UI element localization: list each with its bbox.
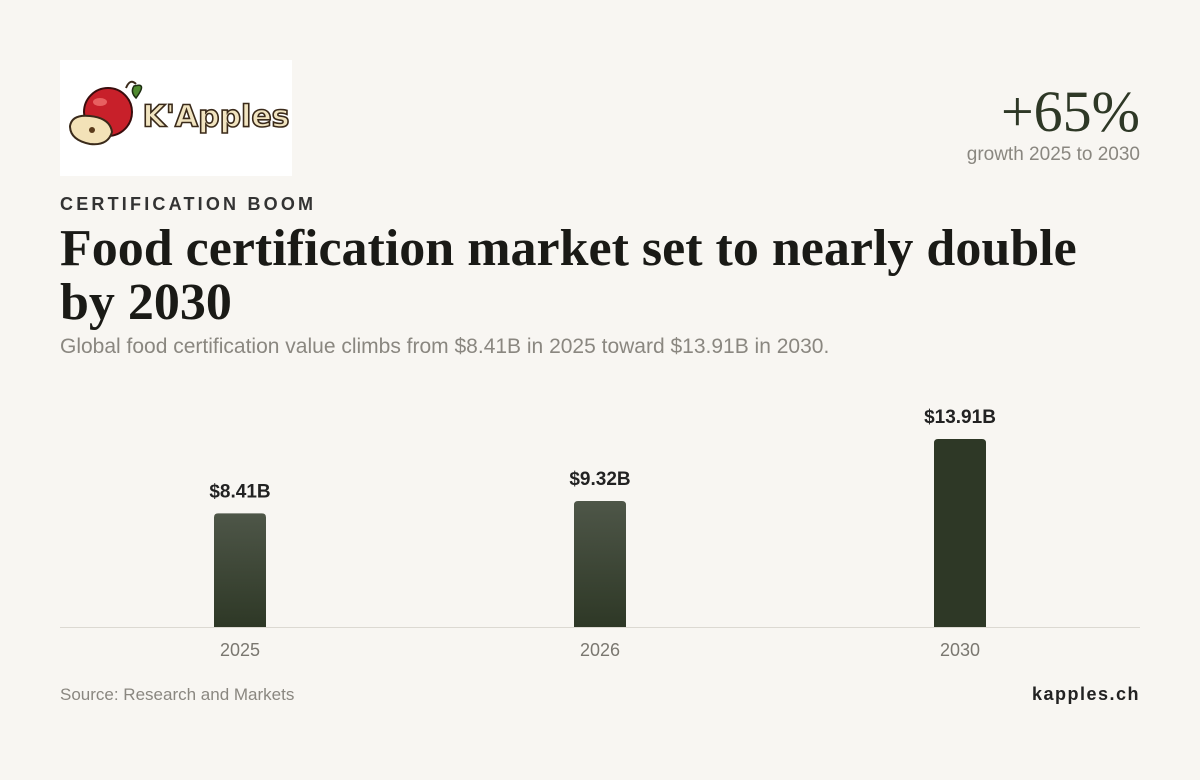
stat-value: +65% — [1000, 79, 1140, 144]
value-label: $9.32B — [569, 469, 630, 490]
x-tick-label: 2025 — [220, 640, 260, 660]
stat-label: growth 2025 to 2030 — [966, 144, 1140, 165]
logo-text: K'Apples — [142, 100, 289, 135]
bar — [214, 513, 266, 627]
value-label: $8.41B — [209, 481, 270, 502]
logo-graphic: K'Apples — [68, 80, 290, 146]
bar — [574, 501, 626, 627]
bar — [934, 439, 986, 627]
x-tick-label: 2030 — [940, 640, 980, 660]
logo: K'Apples — [60, 60, 292, 176]
source: Source: Research and Markets — [60, 685, 295, 704]
x-tick-label: 2026 — [580, 640, 620, 660]
site: kapples.ch — [1031, 684, 1140, 704]
value-label: $13.91B — [924, 407, 996, 428]
chart-subtitle: Global food certification value climbs f… — [60, 335, 830, 358]
chart: 2025 $8.41B 2026 $9.32B 2030 $13.91B — [60, 407, 1140, 660]
chart-title: Food certification market set to nearly … — [60, 220, 1077, 331]
kicker: CERTIFICATION BOOM — [60, 194, 317, 214]
